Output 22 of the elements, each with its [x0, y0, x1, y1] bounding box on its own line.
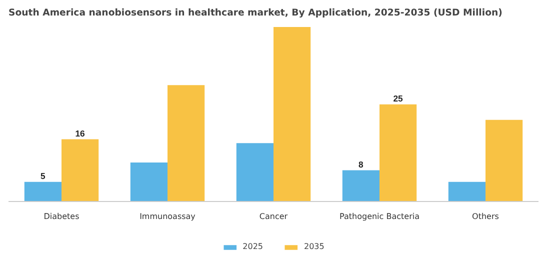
data-label: 5 — [40, 170, 46, 181]
bar — [130, 162, 168, 202]
bar — [62, 139, 99, 202]
data-label: 8 — [358, 159, 364, 170]
bar — [236, 143, 274, 202]
data-label: 25 — [393, 93, 404, 104]
bar — [274, 26, 311, 202]
bar — [342, 170, 380, 202]
x-tick-label: Pathogenic Bacteria — [340, 212, 420, 222]
bar — [380, 104, 417, 202]
bar — [24, 182, 62, 202]
bar — [168, 85, 205, 202]
bar — [486, 120, 523, 202]
x-tick-label: Others — [472, 212, 499, 222]
x-tick-label: Immunoassay — [140, 212, 196, 222]
chart-title: South America nanobiosensors in healthcare market, By Application, 2025-2035 (USD Million) — [8, 8, 502, 18]
x-tick-label: Cancer — [259, 212, 288, 222]
legend-label: 2035 — [304, 242, 324, 251]
bar — [448, 182, 486, 202]
legend-label: 2025 — [242, 242, 263, 251]
data-label: 16 — [75, 128, 86, 138]
x-tick-label: Diabetes — [44, 212, 80, 222]
